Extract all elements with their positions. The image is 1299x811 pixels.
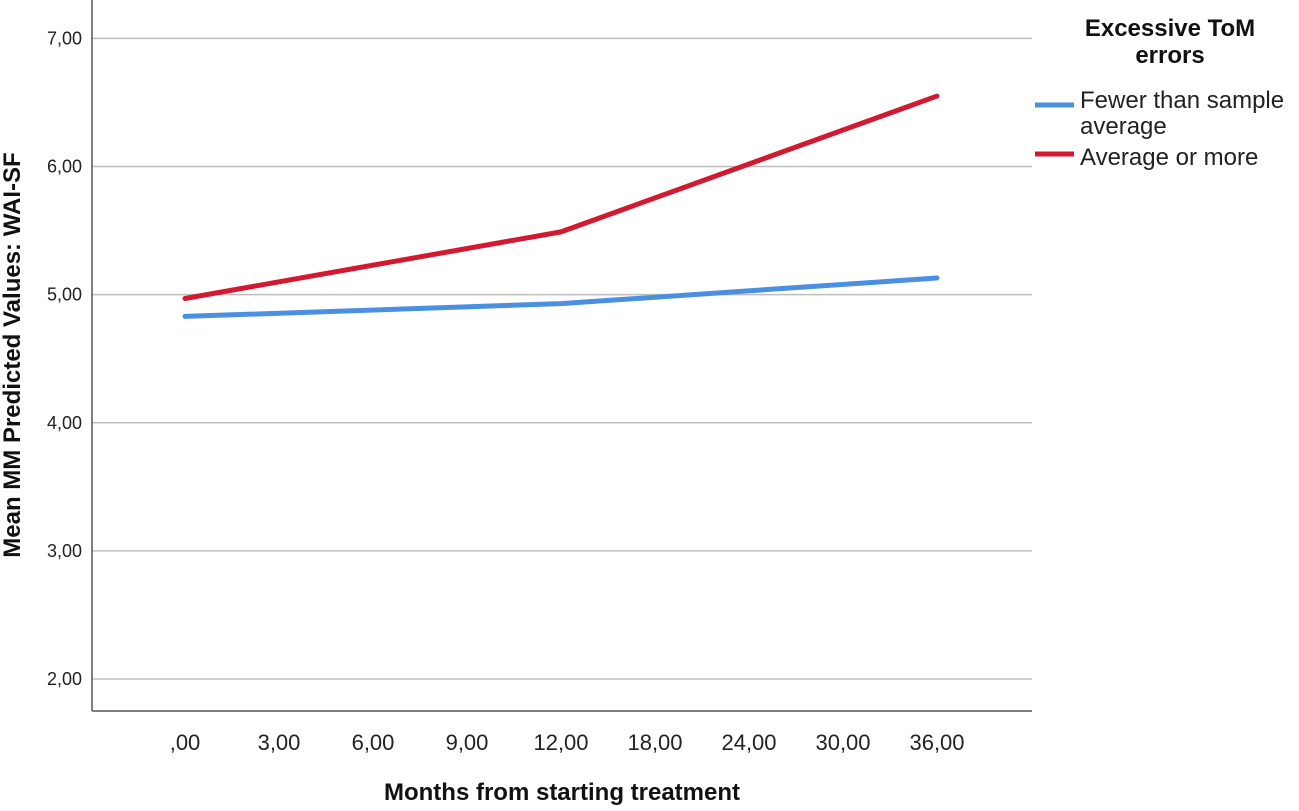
x-tick-label: 36,00 xyxy=(909,730,964,755)
y-tick-labels: 2,00 3,00 4,00 5,00 6,00 7,00 xyxy=(47,28,82,689)
y-tick-label: 6,00 xyxy=(47,157,82,177)
x-tick-label: 3,00 xyxy=(258,730,301,755)
legend-title: Excessive ToM xyxy=(1085,15,1255,42)
legend: Excessive ToM errors Fewer than sample a… xyxy=(1035,15,1284,171)
legend-label-average-or-more: Average or more xyxy=(1080,144,1258,171)
series-line-1 xyxy=(182,93,940,301)
x-tick-label: 9,00 xyxy=(446,730,489,755)
x-axis-title: Months from starting treatment xyxy=(384,779,740,806)
x-tick-label: 24,00 xyxy=(721,730,776,755)
x-tick-label: ,00 xyxy=(170,730,201,755)
y-tick-label: 5,00 xyxy=(47,285,82,305)
legend-label-fewer: Fewer than sample xyxy=(1080,87,1284,114)
legend-label-fewer: average xyxy=(1080,113,1167,140)
y-tick-label: 2,00 xyxy=(47,669,82,689)
x-tick-label: 30,00 xyxy=(815,730,870,755)
x-tick-label: 12,00 xyxy=(533,730,588,755)
x-tick-labels: ,00 3,00 6,00 9,00 12,00 18,00 24,00 30,00 36,00 xyxy=(170,730,965,755)
series-lines xyxy=(182,93,940,319)
x-tick-label: 6,00 xyxy=(352,730,395,755)
y-tick-label: 3,00 xyxy=(47,541,82,561)
y-tick-label: 7,00 xyxy=(47,28,82,48)
grid-lines xyxy=(92,37,1032,680)
legend-title: errors xyxy=(1135,42,1204,69)
axes xyxy=(91,0,1032,712)
y-tick-label: 4,00 xyxy=(47,413,82,433)
series-line-0 xyxy=(182,275,940,319)
y-axis-title: Mean MM Predicted Values: WAI-SF xyxy=(0,152,26,557)
x-tick-label: 18,00 xyxy=(627,730,682,755)
